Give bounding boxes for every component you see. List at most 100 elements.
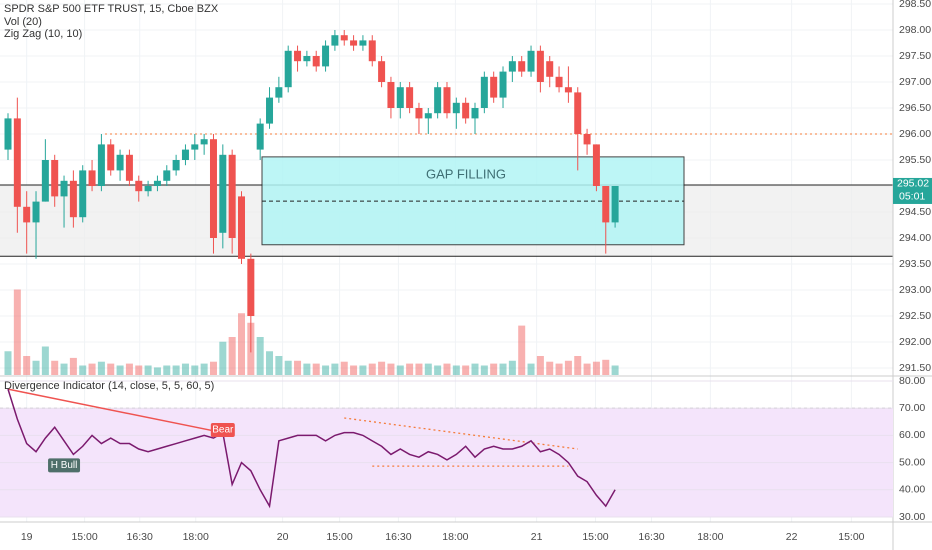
- y-tick-label: 292.50: [899, 310, 931, 322]
- volume-bar: [527, 363, 535, 375]
- candle-body: [350, 40, 358, 46]
- candle-body: [153, 180, 161, 186]
- candle-body: [406, 87, 414, 108]
- y-tick-label: 297.50: [899, 50, 931, 62]
- volume-bar: [396, 365, 404, 375]
- volume-bar: [536, 356, 544, 375]
- candle-body: [209, 139, 217, 238]
- candle-body: [490, 76, 498, 98]
- candle-body: [340, 35, 348, 41]
- candle-body: [181, 149, 189, 160]
- candle-body: [462, 102, 470, 119]
- volume-bar: [69, 357, 77, 375]
- y-tick-label: 294.00: [899, 232, 931, 244]
- divergence-line: [7, 388, 223, 434]
- volume-bar: [574, 356, 582, 375]
- annotation: GAP FILLING: [426, 166, 506, 181]
- volume-bar: [415, 363, 423, 375]
- x-tick-label: 15:00: [71, 531, 97, 543]
- legend-item: Zig Zag (10, 10): [4, 28, 82, 40]
- volume-bar: [592, 361, 600, 375]
- y-tick-label: 294.50: [899, 206, 931, 218]
- volume-bar: [387, 363, 395, 375]
- indicator-tick-label: 80.00: [899, 375, 925, 387]
- candle-body: [303, 56, 311, 62]
- candle-body: [41, 160, 49, 202]
- indicator-tick-label: 50.00: [899, 456, 925, 468]
- volume-bar: [322, 365, 330, 375]
- candle-body: [51, 160, 59, 197]
- signal-label: H Bull: [51, 460, 78, 471]
- candle-body: [499, 71, 507, 98]
- y-tick-label: 298.50: [899, 0, 931, 10]
- volume-bar: [331, 363, 339, 375]
- y-tick-label: 296.50: [899, 102, 931, 114]
- y-tick-label: 295.50: [899, 154, 931, 166]
- candle-body: [275, 87, 283, 98]
- volume-bar: [508, 360, 516, 375]
- signal-label-box: [210, 422, 235, 437]
- last-price-box: [893, 177, 932, 204]
- trend-line: [344, 417, 578, 450]
- volume-bar: [41, 346, 49, 375]
- candle-body: [471, 108, 479, 119]
- volume-bar: [611, 365, 619, 375]
- candle-body: [163, 170, 171, 181]
- candle-body: [88, 170, 96, 186]
- candle-body: [555, 76, 563, 88]
- volume-bar: [60, 363, 68, 375]
- candle-body: [144, 186, 152, 192]
- volume-bar: [125, 363, 133, 375]
- candle-body: [546, 61, 554, 77]
- volume-bar: [434, 365, 442, 375]
- last-price-label: 295.02: [897, 178, 929, 190]
- volume-bar: [172, 365, 180, 375]
- volume-bar: [294, 360, 302, 375]
- candle-body: [602, 186, 610, 223]
- volume-bar: [116, 365, 124, 375]
- signal-label: Bear: [212, 425, 234, 436]
- volume-bar: [499, 363, 507, 375]
- volume-bar: [312, 363, 320, 375]
- y-tick-label: 297.00: [899, 76, 931, 88]
- volume-bar: [144, 365, 152, 375]
- volume-bar: [406, 363, 414, 375]
- candle-body: [107, 144, 115, 171]
- volume-bar: [452, 365, 460, 375]
- volume-bar: [79, 365, 87, 375]
- candle-body: [4, 118, 12, 150]
- candle-body: [443, 87, 451, 114]
- x-tick-label: 16:30: [638, 531, 664, 543]
- candle-body: [611, 186, 619, 223]
- candle-body: [387, 82, 395, 108]
- signal-label-box: [48, 458, 81, 473]
- volume-bar: [256, 337, 264, 375]
- candle-body: [592, 144, 600, 186]
- candle-body: [79, 170, 87, 218]
- volume-bar: [471, 363, 479, 375]
- legend-item: Vol (20): [4, 16, 42, 28]
- candle-body: [116, 154, 124, 171]
- candle-body: [247, 258, 255, 316]
- volume-bar: [238, 313, 245, 375]
- x-tick-label: 22: [786, 531, 798, 543]
- candle-body: [452, 102, 460, 114]
- volume-bar: [23, 356, 31, 375]
- candle-body: [200, 139, 208, 145]
- indicator-line: [7, 388, 616, 509]
- y-tick-label: 296.00: [899, 128, 931, 140]
- volume-bar: [88, 363, 96, 375]
- y-tick-label: 293.00: [899, 284, 931, 296]
- volume-bar: [107, 363, 115, 375]
- candle-body: [312, 56, 320, 67]
- candle-body: [284, 50, 292, 88]
- y-tick-label: 291.50: [899, 362, 931, 374]
- x-tick-label: 20: [277, 531, 289, 543]
- candle-body: [266, 97, 274, 124]
- volume-bar: [13, 289, 21, 375]
- candle-body: [396, 87, 404, 108]
- volume-bar: [135, 365, 143, 375]
- candle-body: [32, 201, 40, 223]
- candle-body: [527, 50, 535, 72]
